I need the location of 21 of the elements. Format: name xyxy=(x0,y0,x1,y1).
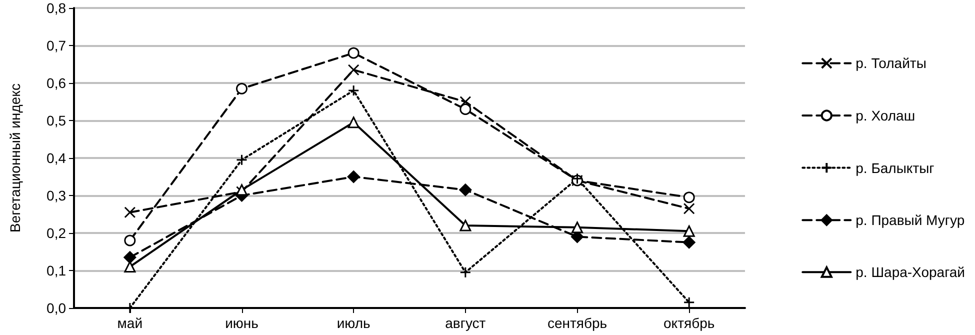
legend-label: р. Толайты xyxy=(856,55,926,72)
legend-label: р. Шара-Хорагай xyxy=(856,264,966,280)
y-tick-label: 0,7 xyxy=(46,38,66,54)
y-tick-label: 0,0 xyxy=(46,300,66,316)
y-tick-label: 0,1 xyxy=(46,262,66,278)
x-tick-label: май xyxy=(117,315,143,331)
x-tick-label: июль xyxy=(336,315,370,331)
x-tick-label: август xyxy=(445,315,486,331)
y-tick-label: 0,4 xyxy=(46,150,66,166)
y-tick-label: 0,8 xyxy=(46,0,66,16)
legend-label: р. Правый Мугур xyxy=(856,212,965,228)
x-tick-label: октябрь xyxy=(663,315,715,331)
x-tick-label: июнь xyxy=(225,315,258,331)
y-tick-label: 0,2 xyxy=(46,225,66,241)
y-axis-title: Вегетационный индекс xyxy=(7,84,23,232)
y-tick-label: 0,6 xyxy=(46,75,66,91)
y-tick-label: 0,3 xyxy=(46,188,66,204)
legend-label: р. Балыктыг xyxy=(856,160,934,176)
legend-label: р. Холаш xyxy=(856,108,916,124)
y-tick-label: 0,5 xyxy=(46,112,66,128)
x-tick-label: сентябрь xyxy=(547,315,608,331)
